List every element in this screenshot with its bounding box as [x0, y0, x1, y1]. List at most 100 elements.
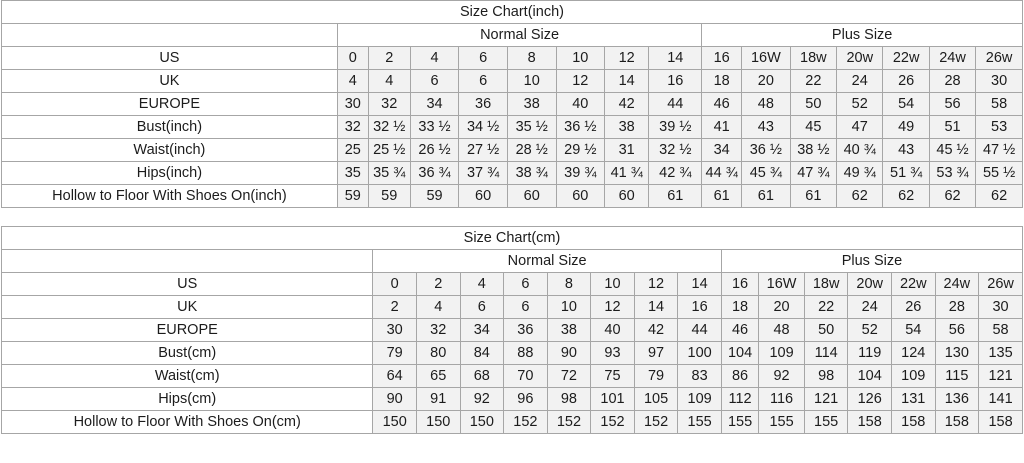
table-row: Bust(cm) 79 80 84 88 90 93 97 100 104 109 114 119 124… — [0, 341, 1023, 365]
data-cell: 34 ½ — [458, 115, 508, 139]
data-cell: 155 — [720, 410, 760, 434]
data-cell: 60 — [506, 184, 557, 208]
data-cell: 40 — [590, 318, 635, 342]
data-cell: 40 ¾ — [836, 138, 884, 162]
title-row: Size Chart(cm) — [1, 226, 1023, 250]
data-cell: 8 — [546, 272, 592, 296]
data-cell: 155 — [803, 410, 849, 434]
data-cell: 112 — [720, 387, 760, 411]
data-cell: 43 — [741, 115, 791, 139]
data-cell: 18 — [720, 295, 760, 319]
data-cell: 68 — [459, 364, 505, 388]
data-cell: 150 — [415, 410, 461, 434]
data-cell: 35 — [336, 161, 369, 185]
data-cell: 10 — [506, 69, 557, 93]
data-cell: 109 — [891, 364, 936, 388]
data-cell: 38 — [604, 115, 650, 139]
data-cell: 20 — [758, 295, 805, 319]
data-cell: 36 ½ — [741, 138, 791, 162]
data-cell: 28 — [934, 295, 980, 319]
data-cell: 2 — [372, 295, 417, 319]
group-header-row: Normal Size Plus Size — [1, 23, 1023, 47]
data-cell: 75 — [590, 364, 635, 388]
data-cell: 126 — [847, 387, 892, 411]
data-cell: 32 — [367, 92, 411, 116]
data-cell: 6 — [503, 295, 548, 319]
data-cell: 79 — [372, 341, 417, 365]
data-cell: 152 — [633, 410, 679, 434]
data-cell: 26 — [891, 295, 936, 319]
chart-title: Size Chart(cm) — [1, 226, 1023, 250]
data-cell: 62 — [928, 184, 977, 208]
data-cell: 2 — [367, 46, 411, 70]
data-cell: 20w — [847, 272, 892, 296]
data-cell: 98 — [803, 364, 849, 388]
data-cell: 44 ¾ — [701, 161, 743, 185]
data-cell: 61 — [789, 184, 838, 208]
data-cell: 158 — [891, 410, 936, 434]
data-cell: 119 — [847, 341, 892, 365]
data-cell: 124 — [891, 341, 936, 365]
data-cell: 38 — [506, 92, 557, 116]
data-cell: 104 — [847, 364, 892, 388]
data-cell: 61 — [701, 184, 743, 208]
data-cell: 131 — [891, 387, 936, 411]
data-cell: 22 — [803, 295, 849, 319]
row-label: Waist(inch) — [1, 138, 338, 162]
data-cell: 20w — [836, 46, 884, 70]
data-cell: 83 — [677, 364, 722, 388]
data-cell: 101 — [590, 387, 635, 411]
data-cell: 46 — [720, 318, 760, 342]
row-label: UK — [1, 69, 338, 93]
data-cell: 79 — [633, 364, 679, 388]
size-chart-table-cm: Size Chart(cm) Normal Size Plus Size US 0 2 4 6… — [0, 226, 1024, 434]
table-row: Hips(inch) 35 35 ¾ 36 ¾ 37 ¾ 38 ¾ 39 ¾ 41 ¾ 42 ¾… — [1, 161, 1023, 185]
data-cell: 22w — [882, 46, 930, 70]
data-cell: 84 — [459, 341, 505, 365]
size-chart-cm-container: Size Chart(cm) Normal Size Plus Size US 0 2 4 6… — [0, 226, 1024, 434]
data-cell: 6 — [503, 272, 548, 296]
data-cell: 16W — [741, 46, 791, 70]
chart-title: Size Chart(inch) — [1, 0, 1023, 24]
data-cell: 24 — [836, 69, 884, 93]
data-cell: 70 — [503, 364, 548, 388]
data-cell: 116 — [758, 387, 805, 411]
data-cell: 155 — [758, 410, 805, 434]
table-row: EUROPE 30 32 34 36 38 40 42 44 46 48 50 52 54 56 58 — [0, 318, 1023, 342]
data-cell: 88 — [503, 341, 548, 365]
data-cell: 114 — [803, 341, 849, 365]
data-cell: 92 — [459, 387, 505, 411]
data-cell: 55 ½ — [975, 161, 1023, 185]
table-row: US 0 2 4 6 8 10 12 14 16 16W 18w 20w 22w 24w 26w — [1, 46, 1023, 70]
data-cell: 86 — [720, 364, 760, 388]
data-cell: 65 — [415, 364, 461, 388]
data-cell: 52 — [847, 318, 892, 342]
data-cell: 25 — [336, 138, 369, 162]
data-cell: 59 — [367, 184, 411, 208]
data-cell: 4 — [367, 69, 411, 93]
data-cell: 41 — [701, 115, 743, 139]
data-cell: 97 — [633, 341, 679, 365]
data-cell: 30 — [975, 69, 1023, 93]
data-cell: 14 — [648, 46, 703, 70]
data-cell: 36 — [503, 318, 548, 342]
data-cell: 115 — [934, 364, 980, 388]
data-cell: 41 ¾ — [604, 161, 650, 185]
data-cell: 59 — [336, 184, 369, 208]
data-cell: 38 — [546, 318, 592, 342]
group-header-plus-size: Plus Size — [720, 249, 1024, 273]
data-cell: 49 — [882, 115, 930, 139]
data-cell: 28 ½ — [506, 138, 557, 162]
size-chart-table-inch: Size Chart(inch) Normal Size Plus Size US 0 2… — [1, 0, 1023, 208]
data-cell: 2 — [415, 272, 461, 296]
data-cell: 6 — [459, 295, 505, 319]
data-cell: 152 — [590, 410, 635, 434]
data-cell: 61 — [741, 184, 791, 208]
data-cell: 51 — [928, 115, 977, 139]
data-cell: 4 — [415, 295, 461, 319]
data-cell: 16 — [677, 295, 722, 319]
data-cell: 43 — [882, 138, 930, 162]
data-cell: 14 — [633, 295, 679, 319]
data-cell: 33 ½ — [409, 115, 460, 139]
